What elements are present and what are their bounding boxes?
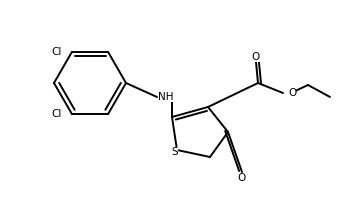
Text: O: O: [252, 52, 260, 62]
Text: Cl: Cl: [52, 47, 62, 57]
Text: NH: NH: [158, 92, 174, 102]
Text: S: S: [172, 147, 178, 157]
Text: Cl: Cl: [52, 109, 62, 119]
Text: O: O: [288, 88, 296, 98]
Text: O: O: [238, 173, 246, 183]
